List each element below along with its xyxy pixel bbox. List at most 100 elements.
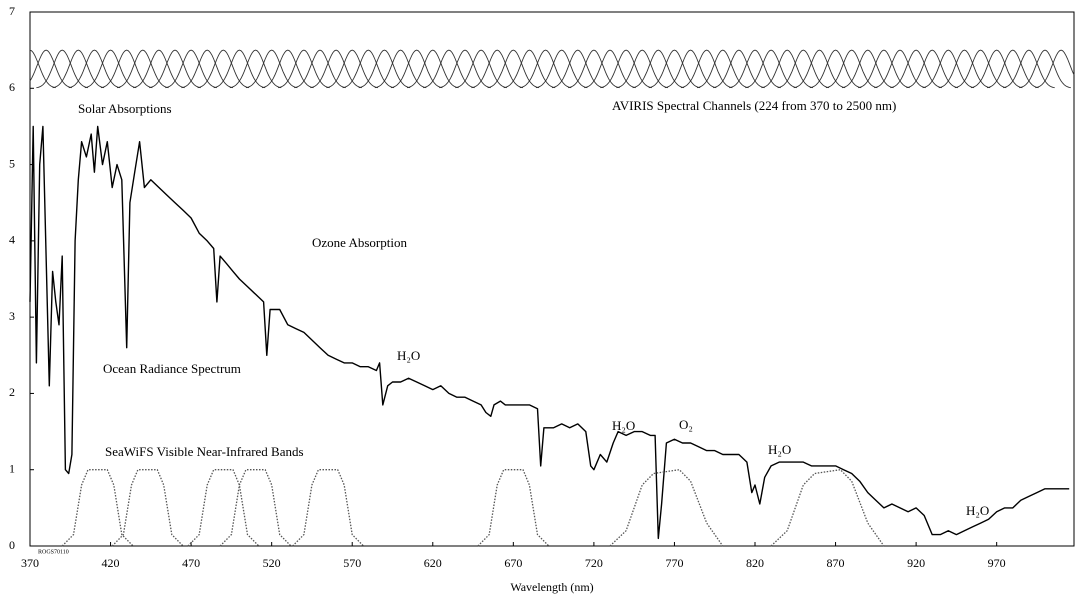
aviris-channel — [133, 49, 185, 89]
annotation: AVIRIS Spectral Channels (224 from 370 t… — [612, 98, 896, 113]
x-tick-label: 620 — [424, 556, 442, 570]
x-tick-label: 970 — [988, 556, 1006, 570]
aviris-channel — [423, 49, 475, 89]
aviris-channel — [648, 49, 701, 89]
aviris-channel — [487, 49, 540, 89]
annotation: Ocean Radiance Spectrum — [103, 361, 241, 376]
aviris-channel — [632, 49, 685, 89]
annotation: ROGS70110 — [38, 549, 69, 555]
annotation: Ozone Absorption — [312, 235, 407, 250]
aviris-channel — [245, 49, 298, 89]
aviris-channel — [906, 49, 959, 89]
aviris-channel — [841, 49, 894, 89]
aviris-channel — [149, 49, 201, 89]
aviris-channel — [1003, 49, 1055, 89]
aviris-channel — [68, 49, 121, 89]
radiance-line — [29, 125, 1070, 540]
aviris-channel — [326, 49, 379, 89]
aviris-channel — [29, 49, 72, 89]
aviris-channel — [36, 49, 89, 89]
x-tick-label: 870 — [827, 556, 845, 570]
aviris-channel — [229, 49, 282, 89]
x-tick-label: 770 — [665, 556, 683, 570]
x-axis-label: Wavelength (nm) — [510, 580, 593, 594]
aviris-channel — [616, 49, 669, 89]
seawifs-band — [609, 469, 724, 547]
seawifs-band — [219, 469, 292, 547]
x-tick-label: 570 — [343, 556, 361, 570]
x-tick-label: 720 — [585, 556, 603, 570]
aviris-channel — [777, 49, 830, 89]
aviris-channel — [374, 49, 427, 89]
x-tick-label: 920 — [907, 556, 925, 570]
x-tick-label: 520 — [263, 556, 281, 570]
aviris-channel — [358, 49, 411, 89]
seawifs-band — [292, 469, 364, 547]
aviris-channel — [954, 49, 1007, 89]
plot-frame — [29, 11, 1075, 547]
aviris-channel — [84, 49, 137, 89]
aviris-channel — [213, 49, 266, 89]
y-tick-label: 6 — [9, 80, 15, 94]
seawifs-band — [770, 469, 885, 547]
aviris-channel — [181, 49, 234, 89]
x-tick-label: 420 — [102, 556, 120, 570]
aviris-channel — [535, 49, 588, 89]
aviris-channel — [1035, 49, 1075, 89]
aviris-channel — [664, 49, 717, 89]
aviris-channel — [52, 49, 105, 89]
aviris-channel — [519, 49, 572, 89]
aviris-channel — [455, 49, 507, 89]
annotation: Solar Absorptions — [78, 101, 172, 116]
seawifs-band — [477, 469, 550, 547]
aviris-channel — [261, 49, 314, 89]
aviris-channel — [680, 49, 733, 89]
aviris-channel — [825, 49, 878, 89]
aviris-channel — [713, 49, 765, 89]
aviris-channel — [761, 49, 814, 89]
aviris-channel — [278, 49, 330, 89]
y-tick-label: 5 — [9, 156, 15, 170]
aviris-channel — [890, 49, 942, 89]
aviris-channel — [729, 49, 781, 89]
aviris-channel — [793, 49, 846, 89]
y-tick-label: 0 — [9, 538, 15, 552]
aviris-channel — [165, 49, 217, 89]
y-tick-label: 1 — [9, 461, 15, 475]
aviris-channel — [116, 49, 169, 89]
seawifs-band — [187, 469, 260, 547]
seawifs-band — [111, 469, 184, 547]
aviris-channel — [922, 49, 975, 89]
aviris-channel — [986, 49, 1039, 89]
annotation: SeaWiFS Visible Near-Infrared Bands — [105, 444, 304, 459]
seawifs-band — [61, 469, 134, 547]
aviris-channel — [938, 49, 991, 89]
aviris-channel — [503, 49, 556, 89]
annotation: H₂O — [768, 442, 791, 457]
annotation: H₂O — [612, 418, 635, 433]
aviris-channel — [294, 49, 346, 89]
aviris-channel — [584, 49, 636, 89]
aviris-channel — [970, 49, 1023, 89]
x-tick-label: 370 — [21, 556, 39, 570]
x-tick-label: 820 — [746, 556, 764, 570]
y-tick-label: 7 — [9, 4, 15, 18]
aviris-channel — [197, 49, 250, 89]
aviris-channel — [100, 49, 153, 89]
aviris-channel — [858, 49, 910, 89]
aviris-channel — [696, 49, 749, 89]
x-tick-label: 670 — [504, 556, 522, 570]
aviris-channel — [390, 49, 443, 89]
aviris-channel — [310, 49, 362, 89]
aviris-channel — [471, 49, 524, 89]
y-tick-label: 2 — [9, 385, 15, 399]
annotation: O₂ — [679, 417, 693, 432]
aviris-channel — [1019, 49, 1071, 89]
y-tick-label: 4 — [9, 233, 15, 247]
aviris-channel — [568, 49, 620, 89]
aviris-channel — [809, 49, 862, 89]
aviris-channel — [874, 49, 926, 89]
y-tick-label: 3 — [9, 309, 15, 323]
